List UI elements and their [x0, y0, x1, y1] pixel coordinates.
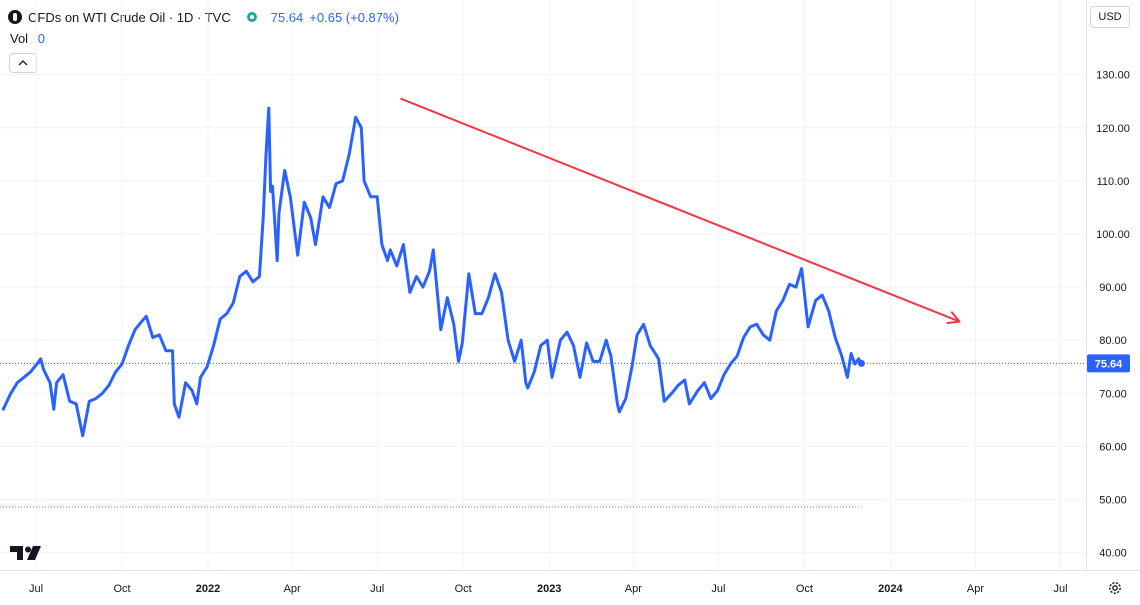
- x-tick-label: 2022: [196, 583, 220, 595]
- x-tick-label: Oct: [796, 583, 813, 595]
- x-tick-label: Jul: [370, 583, 384, 595]
- y-tick-label: 120.00: [1096, 123, 1130, 135]
- collapse-legend-button[interactable]: [9, 53, 37, 73]
- y-tick-label: 60.00: [1099, 441, 1127, 453]
- x-tick-label: Jul: [1053, 583, 1067, 595]
- volume-value: 0: [37, 31, 45, 46]
- x-tick-label: 2024: [878, 583, 903, 595]
- volume-label: Vol: [10, 31, 29, 46]
- x-tick-label: Jul: [711, 583, 725, 595]
- x-tick-label: Apr: [625, 583, 642, 595]
- y-tick-label: 90.00: [1099, 282, 1127, 294]
- price-line: [1, 106, 863, 438]
- grid: [0, 0, 1086, 570]
- last-price: 75.64: [270, 9, 304, 25]
- x-tick-label: Oct: [455, 583, 472, 595]
- y-tick-label: 70.00: [1099, 388, 1127, 400]
- symbol-title[interactable]: CFDs on WTI Crude Oil · 1D · TVC: [28, 9, 231, 25]
- tradingview-logo-icon[interactable]: [10, 545, 42, 566]
- x-tick-label: Oct: [113, 583, 130, 595]
- trendline-arrow-head: [946, 310, 961, 325]
- trendline[interactable]: [400, 97, 961, 325]
- y-tick-label: 100.00: [1096, 229, 1130, 241]
- volume-legend: Vol 0: [10, 31, 45, 46]
- price-series: [1, 106, 865, 438]
- y-tick-label: 110.00: [1097, 176, 1130, 188]
- x-tick-label: 2023: [537, 583, 561, 595]
- trendline-line: [400, 97, 960, 323]
- circle-logo-icon: [8, 10, 22, 24]
- x-tick-label: Apr: [967, 583, 984, 595]
- y-tick-label: 130.00: [1096, 70, 1130, 82]
- y-tick-label: 80.00: [1099, 335, 1127, 347]
- currency-label: USD: [1098, 11, 1122, 23]
- x-tick-label: Jul: [29, 583, 43, 595]
- chevron-up-icon: [18, 60, 28, 66]
- time-axis[interactable]: Jul Oct 2022 Apr Jul Oct 2023 Apr Jul Oct 2024 Apr J…: [0, 570, 1140, 596]
- gear-icon: [1109, 582, 1121, 594]
- chart-settings-button[interactable]: [1106, 579, 1124, 597]
- last-price-dot: [857, 359, 865, 367]
- currency-button[interactable]: USD: [1090, 6, 1130, 28]
- y-tick-label: 40.00: [1099, 548, 1127, 560]
- x-tick-label: Apr: [284, 583, 301, 595]
- last-price-tag-box: [1087, 354, 1130, 373]
- last-price-tag-label: 75.64: [1095, 358, 1123, 370]
- market-status-icon: [246, 12, 257, 22]
- y-tick-label: 50.00: [1099, 495, 1127, 507]
- price-change: +0.65 (+0.87%): [309, 9, 399, 25]
- chart-header: CFDs on WTI Crude Oil · 1D · TVC 75.64 +…: [8, 6, 399, 28]
- last-price-tag: 75.64: [1087, 354, 1130, 373]
- price-axis[interactable]: 130.00 120.00 110.00 100.00 90.00 80.00 70.00 6…: [1086, 0, 1130, 570]
